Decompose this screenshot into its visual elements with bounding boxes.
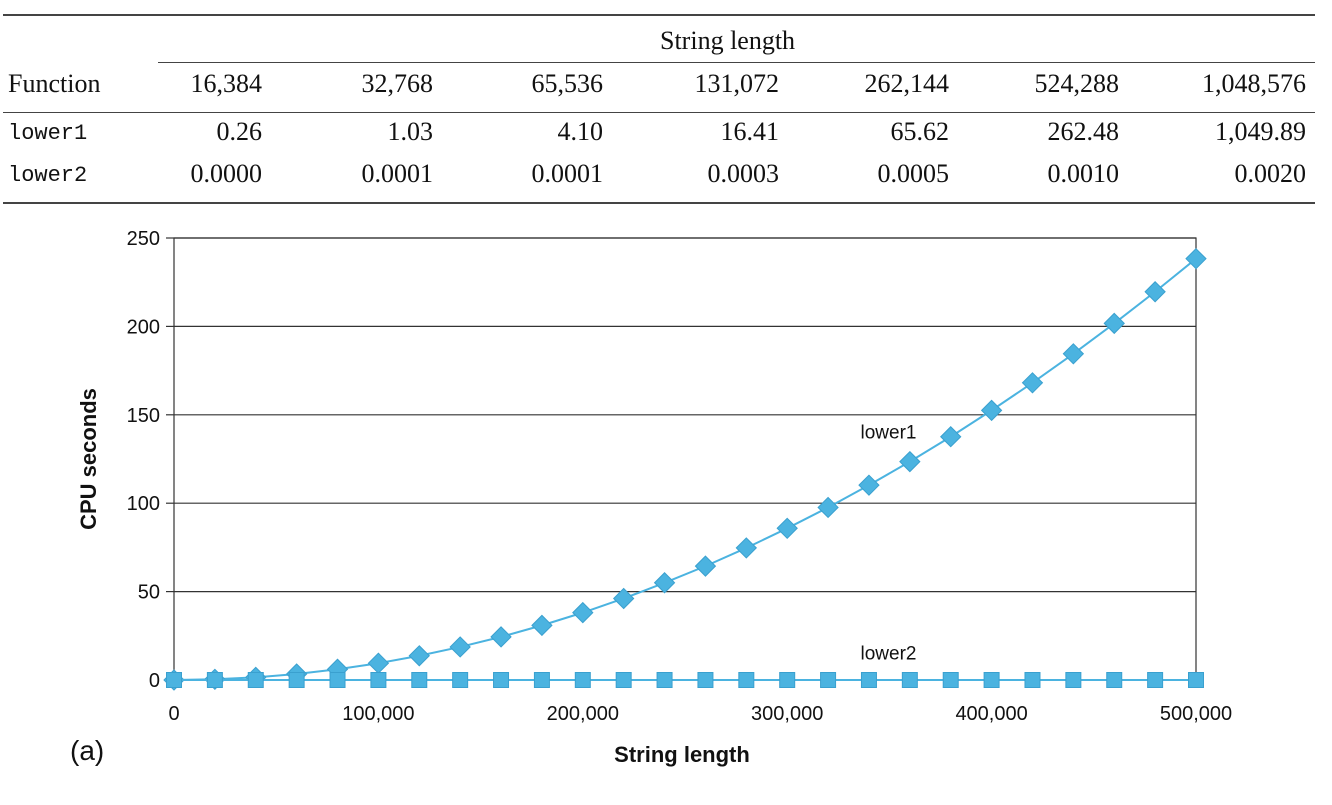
data-point-lower1 [367,652,390,674]
data-point-lower1 [408,645,430,667]
table-column-header: 524,288 [1034,69,1120,98]
x-tick-label: 500,000 [1160,703,1232,725]
chart-svg: 0 50 100 150 200 250 0 100,000 200,000 300,000 400… [70,228,1232,767]
table-cell: 0.0001 [531,159,604,188]
table-cell: 1.03 [387,117,434,146]
data-point-lower1 [817,496,839,519]
data-point-lower2 [1106,672,1123,688]
data-point-lower2 [983,672,1000,688]
data-point-lower2 [1024,672,1041,688]
data-point-lower1 [1144,281,1166,303]
panel-label: (a) [70,735,104,766]
data-point-lower2 [1065,672,1082,688]
data-point-lower1 [612,587,635,610]
table-cell: 262.48 [1047,117,1120,146]
data-point-lower2 [452,672,469,688]
data-point-lower2 [329,672,346,688]
data-point-lower2 [656,672,673,688]
data-point-lower1 [940,426,962,448]
table-cell: 1,049.89 [1215,117,1306,146]
data-point-lower1 [1021,372,1044,394]
data-point-lower1 [653,572,676,594]
table-column-header: 1,048,576 [1202,69,1306,98]
x-axis-title: String length [614,742,750,767]
table-cell: 0.26 [216,117,263,146]
data-point-lower2 [1147,672,1164,688]
data-point-lower2 [738,672,755,688]
data-point-lower1 [1185,247,1207,270]
data-point-lower1 [694,555,717,577]
table-cell: 0.0000 [190,159,263,188]
data-point-lower2 [533,672,550,688]
data-point-lower2 [820,672,837,688]
series-annotation: lower1 [861,422,917,443]
y-tick-label: 150 [127,405,160,427]
y-tick-label: 0 [149,670,160,692]
cpu-time-chart: 0 50 100 150 200 250 0 100,000 200,000 300,000 400… [0,210,1332,800]
y-tick-label: 200 [127,316,160,338]
table-column-header: 65,536 [531,69,604,98]
data-point-lower2 [901,672,918,688]
table-column-header: 32,768 [361,69,434,98]
y-axis-title: CPU seconds [76,388,101,530]
table-cell: 4.10 [557,117,604,146]
data-point-lower1 [980,399,1003,422]
data-point-lower2 [942,672,959,688]
table-column-header: 131,072 [694,69,780,98]
x-tick-label: 300,000 [751,703,823,725]
x-tick-label: 200,000 [547,703,619,725]
data-point-lower2 [370,672,387,688]
data-point-lower1 [899,450,921,473]
table-group-header: String length [660,26,796,55]
data-point-lower1 [490,626,512,648]
table-cell: 0.0010 [1047,159,1120,188]
x-tick-label: 400,000 [955,703,1027,725]
table-cell: 0.0020 [1234,159,1307,188]
data-point-lower2 [247,672,264,688]
data-point-lower1 [449,636,471,658]
data-point-lower1 [858,474,880,496]
data-point-lower2 [1188,672,1204,688]
data-point-lower2 [779,672,796,688]
table-column-header: 262,144 [864,69,950,98]
data-point-lower1 [1103,312,1125,335]
table-cell: 0.0001 [361,159,434,188]
series-annotation: lower2 [861,643,917,664]
table-cell: 0.0005 [877,159,950,188]
y-tick-label: 100 [127,493,160,515]
table-header-rule [3,112,1315,113]
data-point-lower2 [615,672,632,688]
table-row-function: lower2 [8,163,88,188]
x-tick-label: 100,000 [342,703,414,725]
data-point-lower1 [1062,343,1085,365]
y-tick-label: 250 [127,228,160,250]
timing-table: String length Function 16,384 32,768 65,53… [0,0,1332,210]
data-point-lower1 [531,614,553,637]
y-tick-label: 50 [138,582,160,604]
table-cell: 16.41 [720,117,780,146]
table-cell: 65.62 [890,117,950,146]
table-row-function: lower1 [8,121,88,146]
data-point-lower2 [288,672,305,688]
data-point-lower2 [493,672,510,688]
data-point-lower2 [206,672,223,688]
data-point-lower2 [697,672,714,688]
table-group-rule [158,62,1315,63]
table-bottom-rule [3,202,1315,204]
data-point-lower1 [572,601,594,624]
series-line-lower1 [173,257,1197,681]
x-tick-label: 0 [168,703,179,725]
plot-frame [173,237,1197,681]
data-point-lower2 [860,672,877,688]
table-row-header: Function [8,69,101,98]
data-point-lower1 [735,537,758,559]
data-point-lower1 [776,517,798,540]
table-column-header: 16,384 [190,69,263,98]
data-point-lower2 [411,672,428,688]
data-point-lower2 [166,672,182,688]
table-top-rule [3,14,1315,16]
data-point-lower2 [574,672,591,688]
table-cell: 0.0003 [707,159,780,188]
